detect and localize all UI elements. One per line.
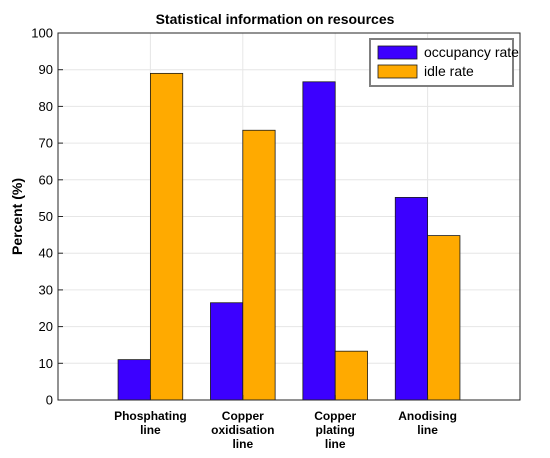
y-tick-label: 90 bbox=[39, 62, 53, 77]
x-tick-label-line: Anodising bbox=[398, 409, 457, 423]
x-tick-label-line: plating bbox=[316, 423, 355, 437]
bar-occupancy-rate-3 bbox=[302, 81, 336, 401]
y-tick-label: 20 bbox=[39, 319, 53, 334]
y-tick-label: 40 bbox=[39, 246, 53, 261]
y-tick-label: 10 bbox=[39, 356, 53, 371]
y-tick-label: 50 bbox=[39, 209, 53, 224]
x-tick-label-line: line bbox=[140, 423, 161, 437]
x-tick-label-line: oxidisation bbox=[211, 423, 274, 437]
x-tick-label-line: Copper bbox=[314, 409, 356, 423]
x-tick-label-line: line bbox=[325, 437, 346, 451]
y-tick-label: 60 bbox=[39, 172, 53, 187]
x-tick-label-line: Copper bbox=[222, 409, 264, 423]
x-tick-label: Anodising line bbox=[398, 409, 457, 437]
y-tick-label: 0 bbox=[46, 393, 53, 408]
bar-idle-rate-1 bbox=[149, 72, 184, 401]
bar-idle-rate-3 bbox=[334, 350, 368, 401]
bar-idle-rate-2 bbox=[242, 129, 276, 401]
x-tick-label: Copper oxidisation line bbox=[211, 409, 274, 451]
bar-occupancy-rate-1 bbox=[117, 359, 151, 401]
chart-title: Statistical information on resources bbox=[156, 11, 395, 27]
bar-occupancy-rate-2 bbox=[210, 302, 244, 401]
legend-entry: occupancy rate bbox=[424, 44, 519, 60]
x-tick-label: Copper plating line bbox=[314, 409, 356, 451]
legend-entry: idle rate bbox=[424, 63, 474, 79]
y-tick-label: 100 bbox=[31, 26, 53, 41]
bar-idle-rate-4 bbox=[427, 235, 461, 401]
legend-swatch bbox=[377, 64, 418, 79]
y-tick-label: 30 bbox=[39, 282, 53, 297]
bar-occupancy-rate-4 bbox=[394, 197, 429, 401]
x-tick-label: Phosphating line bbox=[114, 409, 187, 437]
x-tick-label-line: line bbox=[232, 437, 253, 451]
legend: occupancy rate idle rate bbox=[369, 38, 519, 87]
x-tick-label-line: line bbox=[417, 423, 438, 437]
legend-swatch bbox=[377, 45, 418, 60]
y-tick-label: 80 bbox=[39, 99, 53, 114]
x-tick-label-line: Phosphating bbox=[114, 409, 187, 423]
y-axis-label: Percent (%) bbox=[9, 178, 25, 255]
y-tick-label: 70 bbox=[39, 136, 53, 151]
y-axis-ticks: 0 10 20 30 40 50 60 70 80 90 100 bbox=[31, 26, 63, 408]
bars bbox=[117, 72, 461, 401]
